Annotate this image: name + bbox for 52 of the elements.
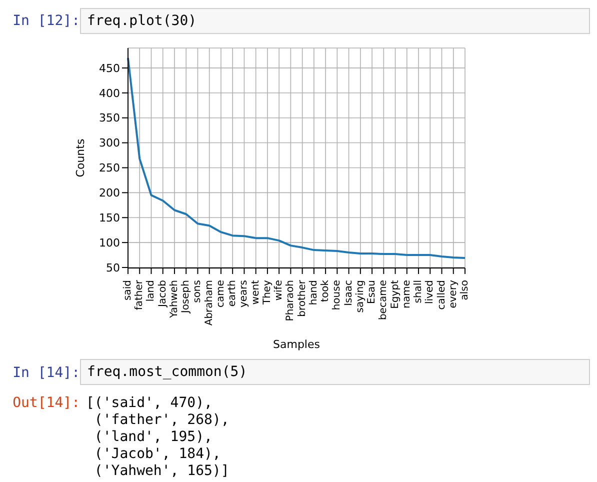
text: ('Jacob', 184),	[93, 446, 221, 462]
y-tick-label: 200	[99, 186, 120, 200]
x-tick-label: Esau	[366, 280, 378, 304]
x-tick-label: brother	[296, 279, 308, 317]
x-tick-label: Isaac	[343, 280, 354, 306]
x-axis-title: Samples	[273, 338, 320, 351]
x-tick-label: saying	[354, 280, 366, 313]
x-tick-label: became	[378, 280, 390, 320]
x-tick-label: wife	[274, 280, 285, 301]
text: freq.most_common(5)	[80, 359, 590, 385]
text: ('father', 268),	[93, 412, 230, 428]
x-tick-label: earth	[227, 280, 238, 307]
y-tick-label: 250	[99, 162, 120, 175]
x-tick-label: father	[134, 279, 146, 310]
x-tick-label: Egypt	[390, 280, 401, 309]
y-tick-label: 450	[99, 62, 120, 75]
x-tick-label: house	[332, 280, 343, 310]
x-tick-label: name	[401, 280, 412, 308]
x-tick-label: also	[460, 280, 470, 300]
x-tick-label: They	[262, 280, 273, 306]
x-tick-label: sons	[192, 280, 204, 303]
y-tick-label: 300	[99, 136, 120, 150]
x-tick-label: years	[238, 280, 250, 308]
x-tick-label: hand	[308, 280, 320, 306]
y-axis-title: Counts	[74, 138, 87, 178]
y-tick-label: 400	[99, 86, 120, 100]
x-tick-label: came	[215, 280, 226, 308]
y-tick-label: 100	[99, 236, 120, 250]
x-tick-label: called	[436, 280, 448, 310]
x-tick-label: every	[448, 280, 459, 308]
x-tick-label: Abraham	[204, 280, 215, 326]
y-tick-label: 150	[99, 212, 120, 225]
text: freq.plot(30)	[80, 8, 590, 34]
x-tick-label: took	[320, 280, 332, 302]
y-tick-label: 350	[99, 112, 120, 125]
x-tick-label: said	[122, 280, 134, 300]
text: Out[14]:	[12, 395, 80, 411]
x-tick-label: Pharaoh	[285, 280, 296, 322]
y-tick-label: 50	[106, 261, 120, 274]
text: In [12]:	[12, 13, 80, 29]
text: ('Yahweh', 165)]	[93, 463, 230, 479]
x-tick-label: land	[146, 280, 157, 302]
line-series	[127, 56, 466, 260]
x-tick-label: went	[250, 280, 262, 305]
text: In [14]:	[12, 365, 80, 381]
x-tick-label: Jacob	[157, 280, 168, 308]
x-tick-label: shall	[413, 280, 424, 304]
x-tick-label: lived	[424, 280, 436, 304]
text: [('said', 470),	[86, 395, 212, 411]
x-tick-label: Joseph	[180, 280, 192, 314]
x-tick-label: Yahweh	[168, 280, 180, 319]
text: ('land', 195),	[93, 429, 212, 445]
